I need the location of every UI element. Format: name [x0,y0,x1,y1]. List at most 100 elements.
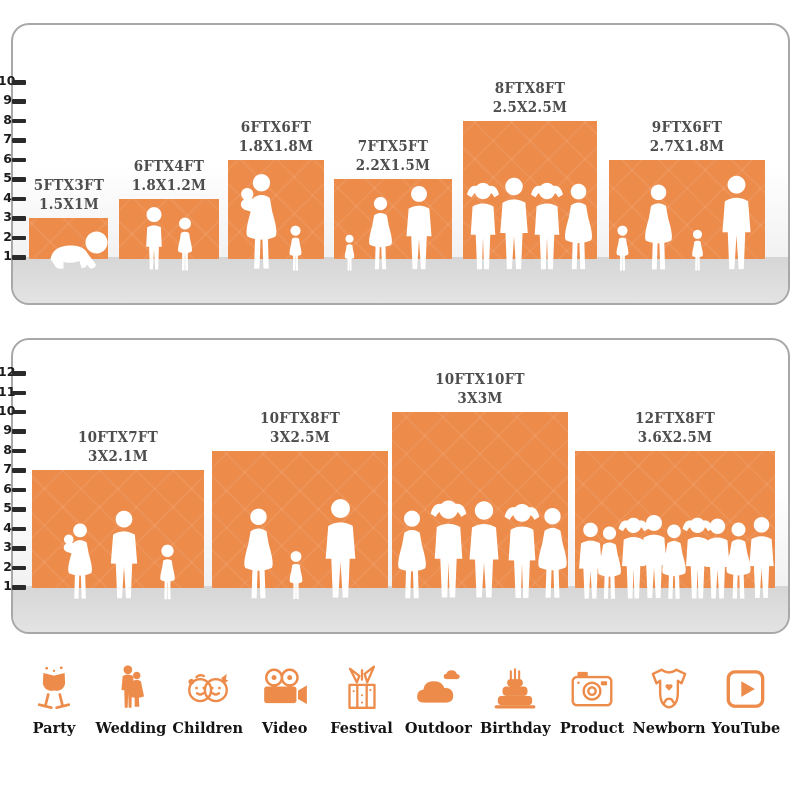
youtube-play-icon [721,663,771,713]
category-outdoor: Outdoor [404,663,472,737]
ruler-tick-dash [12,157,26,163]
backdrop-size-m-label: 1.5X1M [38,195,99,213]
ruler-tick-dash [12,468,26,473]
ruler-number: 2 [3,558,12,574]
category-icon-row: Party Wedding Children Video Festival Outdoor… [20,663,780,737]
ruler-number: 3 [3,539,12,555]
ruler-number: 12 [0,364,15,380]
category-birthday: Birthday [480,663,551,737]
backdrop-rect-6ftx4ft [119,199,219,271]
backdrop-rect-5ftx3ft [29,218,108,269]
ruler-tick-dash [12,216,26,221]
backdrop-label-12ftx8ft: 12FTX8FT 3.6X2.5M [635,409,715,447]
children-faces-icon [183,663,233,713]
category-label: Newborn [632,720,706,737]
backdrop-size-m-label: 3X2.5M [270,428,330,446]
floor-area [13,257,788,303]
ruler-number: 4 [3,189,12,205]
category-newborn: Newborn [632,663,706,737]
category-festival: Festival [328,663,396,737]
backdrop-size-m-label: 1.8X1.2M [131,176,207,194]
ruler-tick-dash [12,507,26,512]
ruler-tick-dash [12,255,26,260]
gift-box-icon [337,663,387,713]
backdrop-size-ft-label: 6FTX6FT [240,118,312,136]
ruler-tick-dash [12,196,26,202]
ruler-tick-dash [12,565,26,571]
backdrop-size-m-label: 3X3M [457,389,503,407]
backdrop-rect-9ftx6ft [609,160,765,271]
ruler-tick-dash [12,177,26,182]
backdrop-label-8ftx8ft: 8FTX8FT 2.5X2.5M [493,79,568,117]
ruler-number: 4 [3,519,12,535]
backdrop-rect-12ftx8ft [575,451,775,599]
people-silhouettes [63,510,175,600]
ruler-number: 9 [3,422,12,438]
ruler-number: 1 [3,578,12,593]
backdrop-size-m-label: 2.2X1.5M [355,156,431,174]
ruler-number: 1 [3,248,12,263]
backdrop-rect-8ftx8ft [463,121,597,270]
video-camera-icon [260,663,310,713]
ruler-number: 3 [3,209,12,225]
ruler-tick-dash [12,99,26,104]
backdrop-size-ft-label: 7FTX5FT [357,137,429,155]
ruler-number: 6 [3,150,12,166]
category-label: Party [32,720,76,737]
people-silhouettes [244,499,356,599]
category-label: Video [261,720,308,737]
backdrop-size-m-label: 1.8X1.8M [238,137,314,155]
category-label: Festival [330,720,393,737]
photo-camera-icon [567,663,617,713]
ruler-tick-dash [12,235,26,241]
backdrop-size-ft-label: 8FTX8FT [494,79,566,97]
backdrop-size-m-label: 2.7X1.8M [649,137,725,155]
ruler-number: 7 [3,461,12,477]
ruler-tick-dash [12,585,26,590]
backdrop-label-10ftx8ft: 10FTX8FT 3X2.5M [260,409,340,447]
category-youtube: YouTube [712,663,780,737]
category-wedding: Wedding [95,663,167,737]
backdrop-size-ft-label: 10FTX7FT [77,428,159,446]
ruler-number: 10 [0,402,15,418]
category-label: Outdoor [404,720,472,737]
birthday-cake-icon [490,663,540,713]
ruler-tick-dash [12,526,26,532]
people-silhouettes [146,207,192,271]
backdrop-rect-7ftx5ft [334,179,452,271]
people-silhouettes [398,500,567,599]
wedding-couple-icon [106,663,156,713]
ruler-tick-dash [12,429,26,434]
ruler-tick-dash [12,390,26,395]
backdrop-size-m-label: 3X2.1M [88,447,148,465]
ruler-tick-dash [12,409,26,415]
ruler-number: 6 [3,480,12,496]
ruler-tick-dash [12,371,26,376]
backdrop-size-m-label: 2.5X2.5M [492,98,568,116]
ruler-number: 7 [3,131,12,147]
ruler-number: 8 [3,441,12,457]
ruler-number: 5 [3,170,12,186]
backdrop-label-6ftx4ft: 6FTX4FT 1.8X1.2M [132,157,207,195]
ruler-number: 10 [0,73,15,89]
ruler-tick-dash [12,448,26,454]
category-label: Children [172,720,244,737]
backdrop-size-ft-label: 6FTX4FT [133,157,205,175]
category-party: Party [20,663,88,737]
people-silhouettes [579,515,774,599]
category-children: Children [172,663,244,737]
backdrop-label-9ftx6ft: 9FTX6FT 2.7X1.8M [650,118,725,156]
ruler-number: 2 [3,228,12,244]
backdrop-label-6ftx6ft: 6FTX6FT 1.8X1.8M [239,118,314,156]
ruler-number: 11 [0,383,15,399]
ruler-number: 9 [3,92,12,108]
backdrop-label-10ftx10ft: 10FTX10FT 3X3M [435,370,525,408]
backdrop-size-m-label: 3.6X2.5M [637,428,713,446]
baby-onesie-icon [644,663,694,713]
backdrop-label-7ftx5ft: 7FTX5FT 2.2X1.5M [356,137,431,175]
ruler-tick-dash [12,138,26,143]
category-label: Wedding [95,720,167,737]
backdrop-label-10ftx7ft: 10FTX7FT 3X2.1M [78,428,158,466]
ruler-tick-dash [12,487,26,493]
